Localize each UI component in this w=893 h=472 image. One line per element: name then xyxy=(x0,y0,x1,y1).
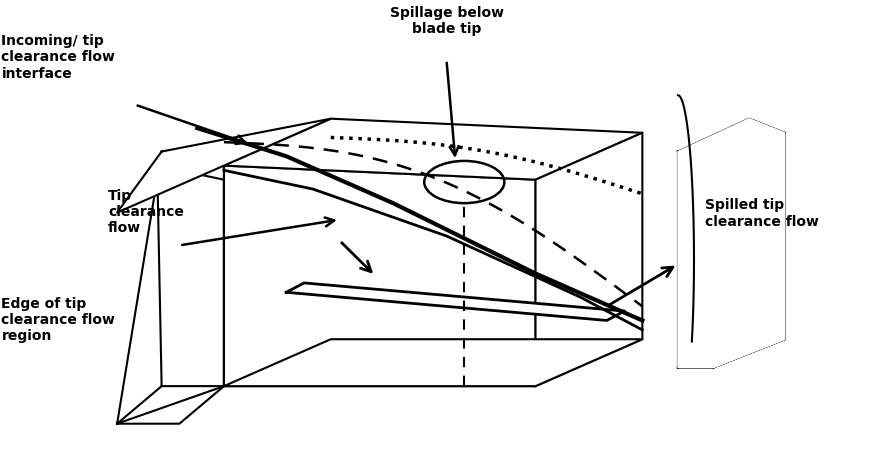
Polygon shape xyxy=(287,283,624,320)
Polygon shape xyxy=(678,339,785,367)
Text: Edge of tip
clearance flow
region: Edge of tip clearance flow region xyxy=(2,297,115,344)
Text: Incoming/ tip
clearance flow
interface: Incoming/ tip clearance flow interface xyxy=(2,34,115,81)
Polygon shape xyxy=(117,386,224,424)
Polygon shape xyxy=(117,152,224,424)
Polygon shape xyxy=(224,118,642,180)
Text: Tip
clearance
flow: Tip clearance flow xyxy=(108,189,184,236)
Polygon shape xyxy=(224,339,642,386)
Polygon shape xyxy=(678,118,785,166)
Text: Spillage below
blade tip: Spillage below blade tip xyxy=(389,6,504,36)
Text: Spilled tip
clearance flow: Spilled tip clearance flow xyxy=(705,198,819,228)
Polygon shape xyxy=(536,133,642,386)
Polygon shape xyxy=(714,133,785,367)
Polygon shape xyxy=(678,152,714,367)
Polygon shape xyxy=(117,118,330,212)
